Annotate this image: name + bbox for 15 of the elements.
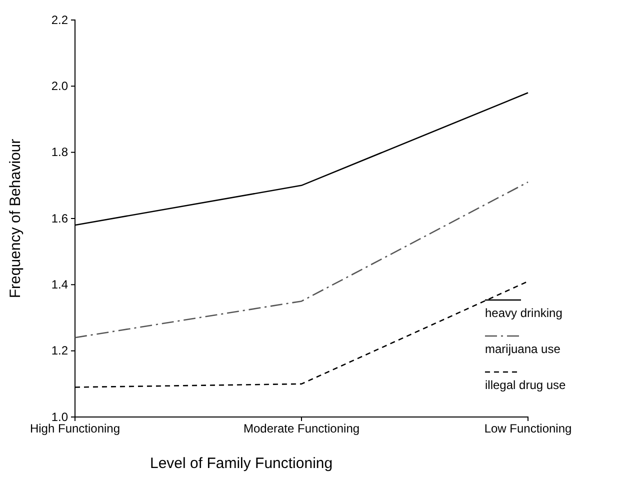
legend-label: heavy drinking: [485, 306, 562, 320]
legend-label: marijuana use: [485, 342, 561, 356]
y-tick-label: 2.0: [51, 79, 68, 94]
y-tick-label: 2.2: [51, 12, 68, 27]
y-tick-label: 1.8: [51, 145, 68, 160]
x-tick-label: Low Functioning: [484, 422, 572, 436]
y-tick-label: 1.0: [51, 410, 68, 424]
legend-label: illegal drug use: [485, 378, 566, 392]
x-axis-title: Level of Family Functioning: [150, 455, 333, 472]
y-tick-label: 1.4: [51, 278, 68, 292]
y-axis-title: Frequency of Behaviour: [7, 138, 24, 298]
x-tick-label: Moderate Functioning: [243, 422, 360, 436]
y-tick-label: 1.2: [51, 344, 68, 358]
x-tick-label: High Functioning: [30, 422, 120, 436]
y-tick-label: 1.6: [51, 211, 68, 226]
